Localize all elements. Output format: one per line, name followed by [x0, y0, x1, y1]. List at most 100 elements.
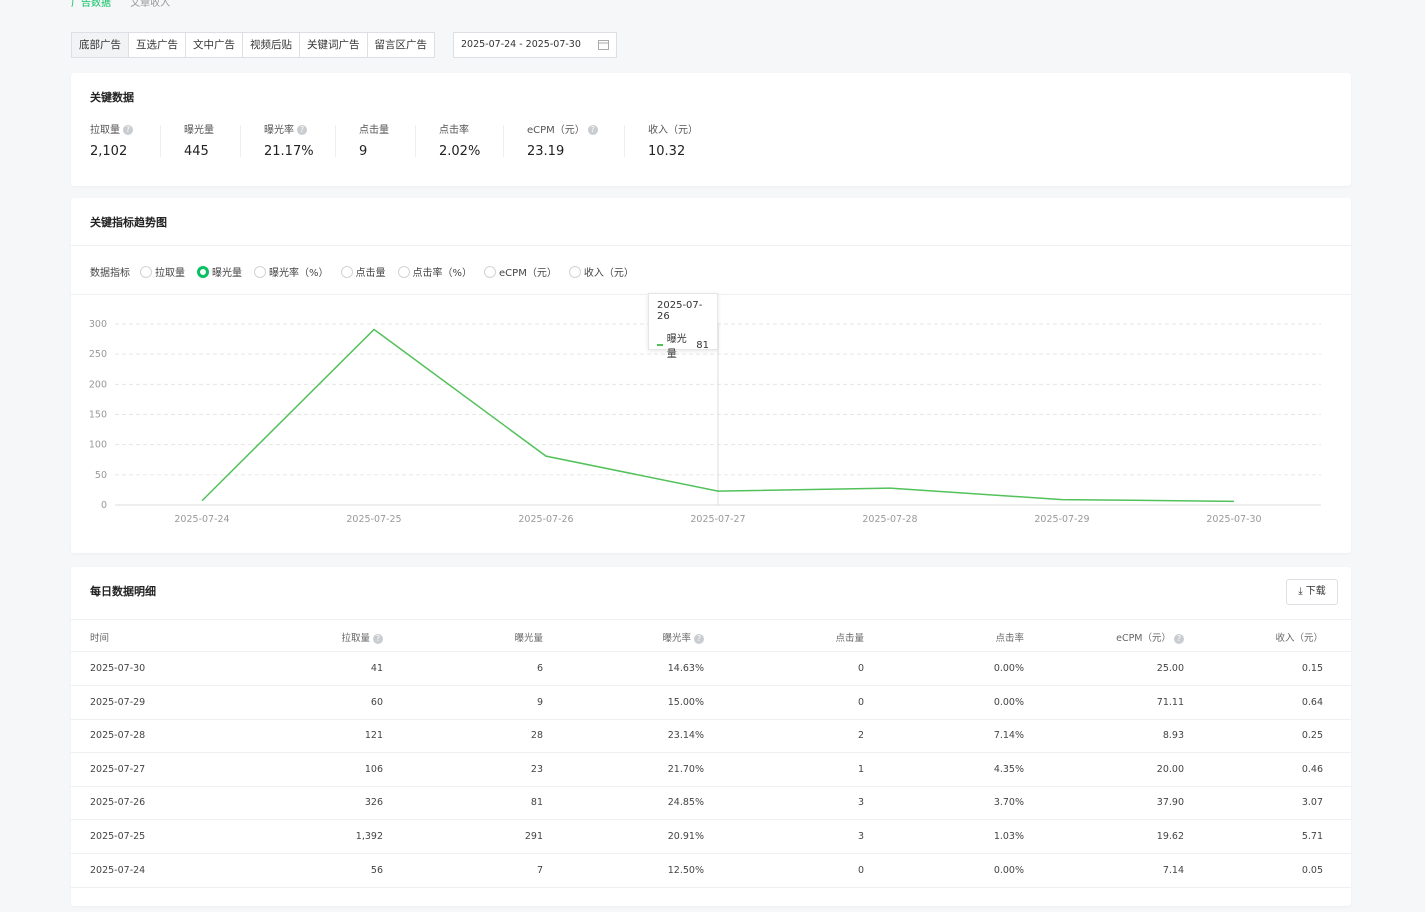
tooltip-date: 2025-07-26 [657, 300, 703, 322]
metric-value: 445 [184, 144, 209, 159]
radio-option[interactable]: eCPM（元） [484, 264, 557, 279]
radio-dot [197, 265, 209, 278]
x-tick-label: 2025-07-30 [1206, 514, 1261, 525]
metric: 拉取量? 2,102 [90, 121, 133, 159]
radio-option[interactable]: 曝光量 [197, 264, 242, 279]
tooltip: 2025-07-26 曝光量 81 [648, 293, 718, 360]
table-cell: 56 [370, 864, 383, 876]
radio-option[interactable]: 点击率（%） [397, 264, 472, 279]
table-cell: 37.90 [1156, 797, 1184, 809]
tab[interactable]: 文中广告 [186, 33, 243, 57]
metric-label: 点击量 [359, 121, 389, 136]
radio-dot [140, 265, 152, 278]
separator [240, 125, 241, 157]
breadcrumb-item[interactable]: 文章收入 [130, 0, 171, 9]
date-picker[interactable]: 2025-07-24 - 2025-07-30 [453, 32, 617, 58]
table-cell: 7.14 [1162, 864, 1184, 876]
metric-label-text: 曝光量 [184, 125, 214, 136]
table-cell: 0 [857, 696, 864, 708]
radio-option[interactable]: 拉取量 [140, 264, 185, 279]
x-tick-label: 2025-07-24 [174, 514, 229, 525]
metric-label-text: 拉取量 [90, 125, 120, 136]
metric: 曝光率? 21.17% [264, 121, 314, 159]
column-header-text: 曝光率 [662, 633, 691, 644]
metric: 曝光量 445 [184, 121, 214, 159]
table-cell: 326 [364, 797, 383, 809]
radio-option[interactable]: 收入（元） [568, 264, 634, 279]
metric-value: 10.32 [648, 144, 686, 159]
table-cell: 20.00 [1156, 763, 1184, 775]
table-cell: 0.46 [1301, 763, 1323, 775]
tab[interactable]: 留言区广告 [374, 39, 428, 51]
metric-label: eCPM（元）? [527, 121, 598, 136]
row-divider [71, 886, 1351, 888]
y-tick-label: 150 [89, 410, 107, 421]
table-cell: 0.00% [993, 663, 1024, 674]
table-cell: 0.64 [1301, 696, 1323, 708]
metric-label: 收入（元） [648, 121, 698, 136]
radio-dot [397, 265, 410, 278]
radio-option[interactable]: 曝光率（%） [254, 264, 329, 279]
series-line [201, 328, 1235, 503]
table-cell: 71.11 [1156, 696, 1184, 708]
column-header-text: 时间 [90, 633, 110, 644]
table-cell: 0 [857, 864, 864, 876]
row-divider [71, 752, 1351, 754]
separator [160, 125, 161, 157]
metric-value: 2,102 [90, 144, 128, 159]
table-cell: 2 [857, 730, 864, 742]
x-tick-label: 2025-07-25 [346, 514, 401, 525]
metric-label-text: 点击率 [439, 125, 469, 136]
radio-option[interactable]: 点击量 [340, 264, 386, 279]
table-cell: 3.70% [993, 797, 1024, 809]
separator [624, 125, 625, 157]
radio-label: 拉取量 [155, 268, 185, 279]
table-cell: 14.63% [667, 663, 704, 674]
column-header: 点击量 [835, 630, 864, 644]
tab[interactable]: 关键词广告 [300, 33, 368, 57]
column-header: eCPM（元）? [1116, 630, 1184, 644]
metric-label: 点击率 [439, 121, 480, 136]
column-header: 时间 [90, 630, 109, 644]
metric-label: 曝光量 [184, 121, 214, 136]
y-tick-label: 50 [95, 470, 107, 481]
tab[interactable]: 视频后贴 [243, 33, 300, 57]
table-cell: 1 [857, 763, 864, 775]
card-title: 每日数据明细 [90, 585, 156, 598]
metric-label-text: 点击量 [359, 125, 389, 136]
table-cell: 4.35% [993, 763, 1024, 775]
radio-dot [568, 265, 581, 278]
radio-label: eCPM（元） [499, 268, 557, 279]
y-tick-label: 300 [89, 319, 107, 330]
help-icon: ? [123, 125, 133, 135]
tab[interactable]: 底部广告 [72, 33, 129, 57]
table-cell: 7.14% [993, 730, 1024, 742]
y-tick-label: 200 [89, 379, 107, 390]
column-header: 曝光率? [662, 630, 704, 644]
key-data-card: 关键数据 拉取量? 2,102 曝光量 445 曝光率? 21.17% 点击量 9 点击率 2.0… [71, 73, 1351, 186]
radio-label: 收入（元） [583, 268, 634, 279]
help-icon: ? [587, 125, 598, 135]
column-header-text: 收入（元） [1275, 633, 1323, 644]
indicator-label: 数据指标 [90, 268, 130, 279]
download-button[interactable]: ⤓ 下载 [1286, 579, 1338, 605]
y-tick-label: 250 [89, 349, 107, 360]
calendar-icon [598, 40, 609, 50]
tab[interactable]: 互选广告 [129, 33, 186, 57]
download-label: 下载 [1305, 586, 1326, 597]
table-cell: 23 [530, 763, 543, 775]
table-cell: 3.07 [1301, 797, 1323, 809]
column-header-text: 点击率 [995, 633, 1024, 644]
table-cell: 19.62 [1156, 831, 1184, 842]
table-cell: 9 [536, 696, 543, 708]
breadcrumb-item[interactable]: 广告数据 [71, 0, 111, 9]
table-cell: 2025-07-29 [90, 696, 146, 708]
table-cell: 0.00% [993, 696, 1024, 708]
table-cell: 15.00% [667, 696, 704, 708]
metric-label-text: 收入（元） [648, 125, 698, 136]
column-header-text: 拉取量 [341, 633, 370, 644]
metric-value: 9 [359, 144, 368, 159]
tab-bar: 底部广告 互选广告 文中广告 视频后贴 关键词广告 留言区广告 [71, 32, 435, 58]
divider [71, 619, 1351, 620]
table-cell: 3 [857, 797, 864, 809]
